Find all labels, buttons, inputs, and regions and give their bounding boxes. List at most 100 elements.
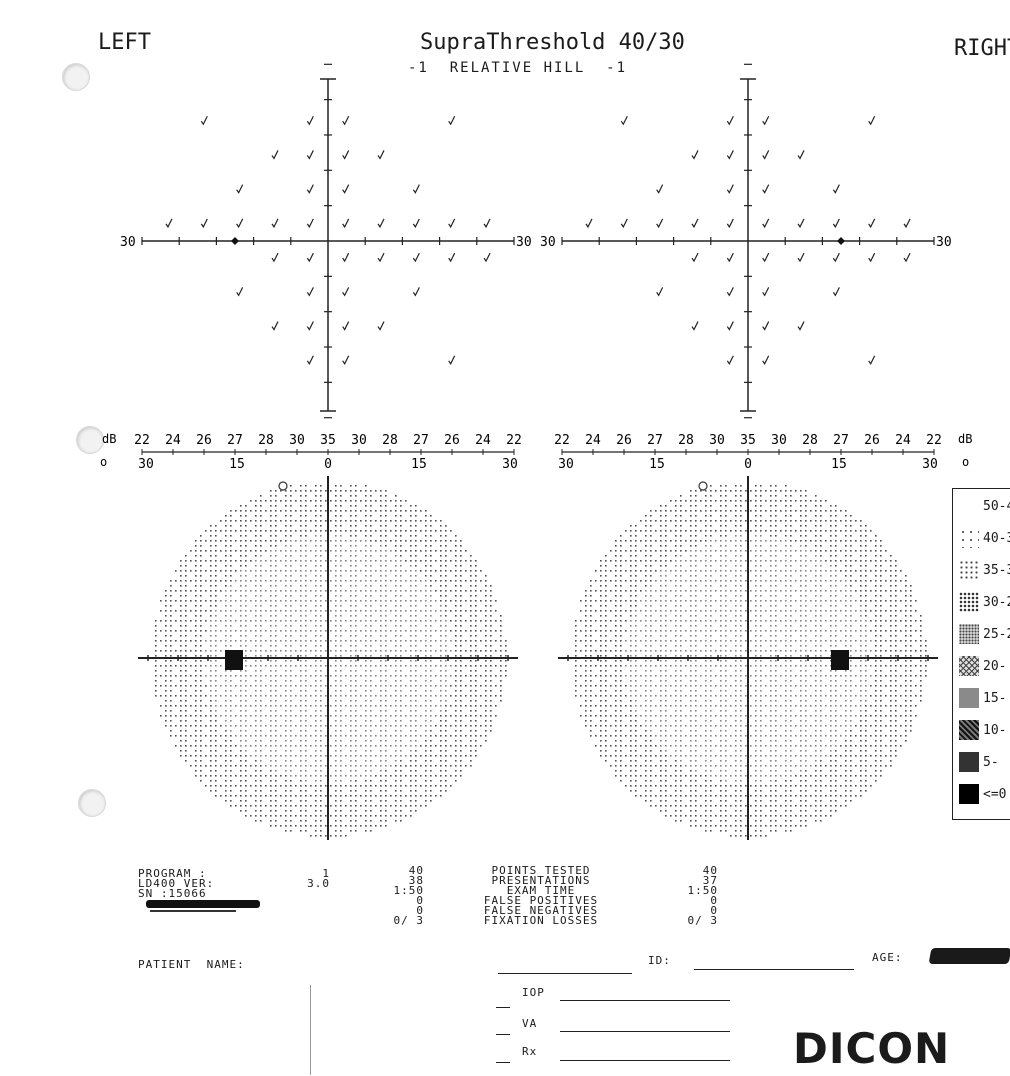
- density-dot: [655, 610, 657, 612]
- density-dot: [715, 580, 717, 582]
- density-dot: [485, 630, 487, 632]
- density-dot: [675, 530, 677, 532]
- density-dot: [455, 650, 457, 652]
- density-dot: [280, 795, 282, 797]
- density-dot: [720, 640, 722, 642]
- density-dot: [695, 585, 697, 587]
- density-dot: [770, 590, 772, 592]
- density-dot: [375, 570, 377, 572]
- density-dot: [300, 585, 302, 587]
- density-dot: [355, 770, 357, 772]
- density-dot: [350, 745, 352, 747]
- density-dot: [310, 520, 312, 522]
- density-dot: [400, 595, 402, 597]
- density-dot: [385, 755, 387, 757]
- density-dot: [765, 590, 767, 592]
- density-dot: [425, 655, 427, 657]
- density-dot: [235, 695, 237, 697]
- density-dot: [405, 520, 407, 522]
- density-dot: [225, 680, 227, 682]
- density-dot: [810, 630, 812, 632]
- density-dot: [410, 540, 412, 542]
- check-mark: [412, 184, 420, 194]
- density-dot: [410, 560, 412, 562]
- db-unit-left: dB: [102, 432, 116, 446]
- density-dot: [465, 675, 467, 677]
- density-dot: [180, 560, 182, 562]
- density-dot: [820, 640, 822, 642]
- density-dot: [485, 695, 487, 697]
- density-dot: [355, 635, 357, 637]
- density-dot: [450, 725, 452, 727]
- density-dot: [735, 640, 737, 642]
- density-dot: [225, 695, 227, 697]
- density-dot: [805, 625, 807, 627]
- density-dot: [300, 790, 302, 792]
- density-dot: [180, 705, 182, 707]
- density-dot: [475, 560, 477, 562]
- density-dot: [230, 565, 232, 567]
- density-dot: [755, 550, 757, 552]
- density-dot: [365, 510, 367, 512]
- density-dot: [490, 685, 492, 687]
- density-dot: [280, 500, 282, 502]
- density-dot: [360, 685, 362, 687]
- density-dot: [820, 510, 822, 512]
- density-dot: [370, 640, 372, 642]
- density-dot: [355, 815, 357, 817]
- density-dot: [310, 530, 312, 532]
- density-dot: [820, 600, 822, 602]
- density-dot: [185, 630, 187, 632]
- density-dot: [885, 600, 887, 602]
- check-mark: [306, 252, 314, 263]
- density-dot: [315, 625, 317, 627]
- density-dot: [335, 620, 337, 622]
- density-dot: [230, 765, 232, 767]
- density-dot: [495, 705, 497, 707]
- density-dot: [395, 750, 397, 752]
- density-dot: [355, 700, 357, 702]
- density-dot: [400, 535, 402, 537]
- density-dot: [400, 565, 402, 567]
- density-dot: [820, 615, 822, 617]
- density-dot: [240, 580, 242, 582]
- density-dot: [775, 515, 777, 517]
- density-dot: [290, 540, 292, 542]
- density-dot: [850, 560, 852, 562]
- density-dot: [380, 730, 382, 732]
- density-dot: [380, 500, 382, 502]
- density-dot: [365, 540, 367, 542]
- density-dot: [800, 540, 802, 542]
- density-dot: [715, 630, 717, 632]
- density-dot: [295, 580, 297, 582]
- density-dot: [275, 610, 277, 612]
- density-dot: [390, 715, 392, 717]
- density-dot: [325, 610, 327, 612]
- density-dot: [225, 780, 227, 782]
- density-dot: [775, 630, 777, 632]
- density-dot: [205, 630, 207, 632]
- density-dot: [325, 600, 327, 602]
- density-dot: [635, 530, 637, 532]
- density-dot: [315, 690, 317, 692]
- density-dot: [170, 585, 172, 587]
- density-dot: [680, 545, 682, 547]
- density-dot: [580, 620, 582, 622]
- density-dot: [470, 730, 472, 732]
- density-dot: [205, 725, 207, 727]
- density-dot: [305, 525, 307, 527]
- density-dot: [215, 780, 217, 782]
- density-dot: [270, 590, 272, 592]
- density-dot: [255, 515, 257, 517]
- density-dot: [320, 615, 322, 617]
- density-dot: [200, 760, 202, 762]
- density-dot: [285, 615, 287, 617]
- density-dot: [285, 705, 287, 707]
- density-dot: [500, 635, 502, 637]
- density-dot: [455, 765, 457, 767]
- density-dot: [380, 615, 382, 617]
- density-dot: [365, 735, 367, 737]
- density-dot: [430, 570, 432, 572]
- density-dot: [835, 590, 837, 592]
- density-dot: [275, 490, 277, 492]
